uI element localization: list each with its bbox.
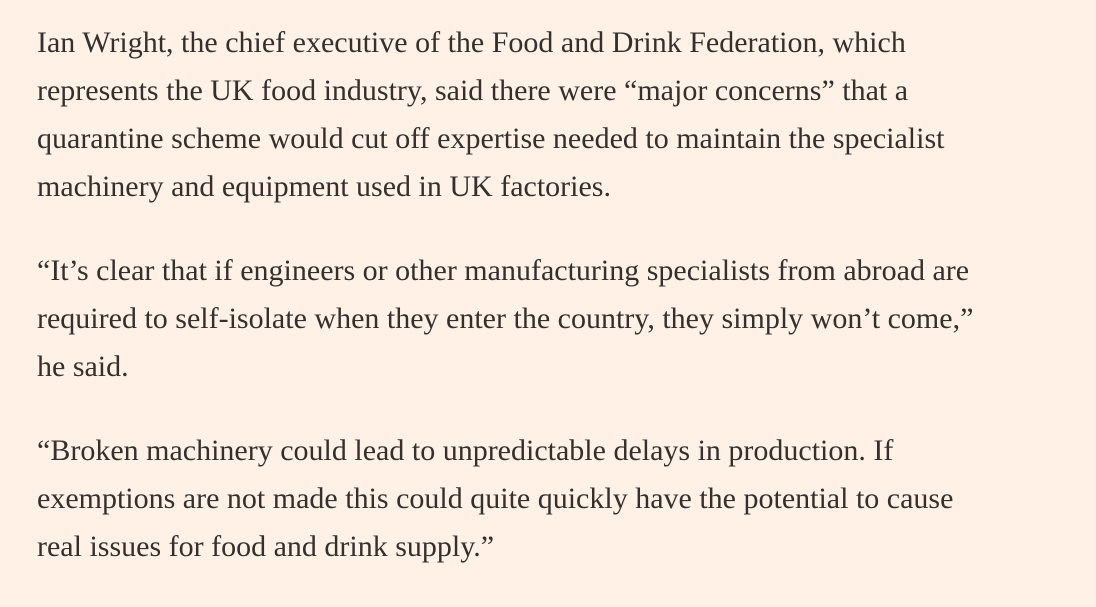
text-line: required to self-isolate when they enter… bbox=[37, 302, 974, 335]
paragraph: “It’s clear that if engineers or other m… bbox=[37, 247, 1087, 391]
text-line: quarantine scheme would cut off expertis… bbox=[37, 122, 945, 155]
text-line: he said. bbox=[37, 350, 129, 383]
text-line: represents the UK food industry, said th… bbox=[37, 74, 909, 107]
page: Ian Wright, the chief executive of the F… bbox=[37, 26, 974, 563]
text-line: real issues for food and drink supply.” bbox=[37, 530, 495, 563]
article-body: Ian Wright, the chief executive of the F… bbox=[37, 19, 1087, 607]
text-line: machinery and equipment used in UK facto… bbox=[37, 170, 611, 203]
text-line: Ian Wright, the chief executive of the F… bbox=[37, 26, 906, 59]
text-line: “Broken machinery could lead to unpredic… bbox=[37, 434, 894, 467]
paragraph: Ian Wright, the chief executive of the F… bbox=[37, 19, 1087, 211]
text-line: exemptions are not made this could quite… bbox=[37, 482, 954, 515]
paragraph: “Broken machinery could lead to unpredic… bbox=[37, 427, 1087, 571]
text-line: “It’s clear that if engineers or other m… bbox=[37, 254, 970, 287]
